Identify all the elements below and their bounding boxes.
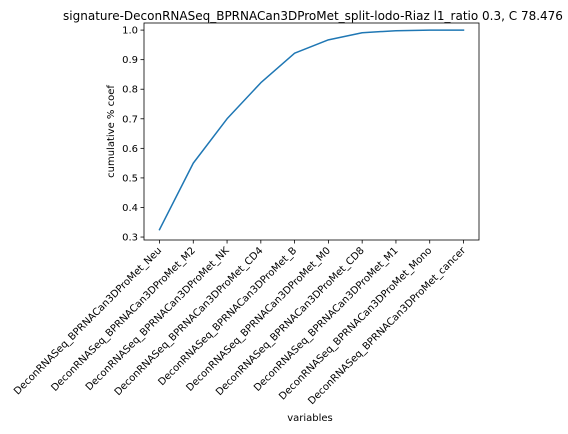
y-axis-label: cumulative % coef [106, 85, 117, 178]
y-tick-label: 0.8 [122, 85, 138, 96]
y-tick-label: 0.5 [122, 173, 138, 184]
y-tick-label: 0.9 [122, 55, 138, 66]
series-line [160, 30, 464, 230]
x-tick-label: DeconRNASeq_BPRNACan3DProMet_cancer [306, 245, 468, 407]
y-tick-label: 0.6 [122, 144, 138, 155]
x-axis: DeconRNASeq_BPRNACan3DProMet_NeuDeconRNA… [12, 240, 469, 407]
y-axis: 0.3 0.4 0.5 0.6 0.7 0.8 0.9 1.0 [122, 26, 144, 244]
y-tick-label: 0.4 [122, 203, 138, 214]
y-tick-label: 1.0 [122, 26, 138, 37]
x-axis-label: variables [287, 413, 333, 424]
chart-title: signature-DeconRNASeq_BPRNACan3DProMet_s… [63, 9, 563, 23]
plot-area-frame [144, 23, 479, 240]
y-tick-label: 0.3 [122, 233, 138, 244]
y-tick-label: 0.7 [122, 114, 138, 125]
series-layer [159, 30, 463, 230]
